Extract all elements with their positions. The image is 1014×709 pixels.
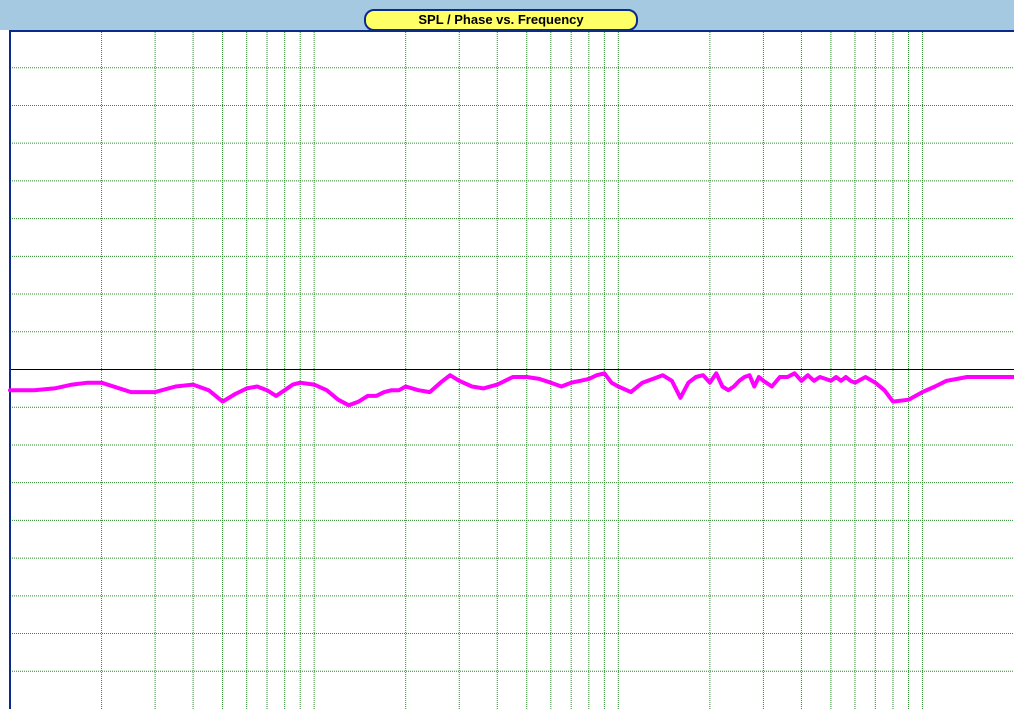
plot-area[interactable] — [0, 30, 1014, 709]
chart-title: SPL / Phase vs. Frequency — [364, 9, 638, 31]
spl-response-line — [8, 371, 1014, 408]
spl-phase-chart[interactable] — [0, 30, 1014, 709]
